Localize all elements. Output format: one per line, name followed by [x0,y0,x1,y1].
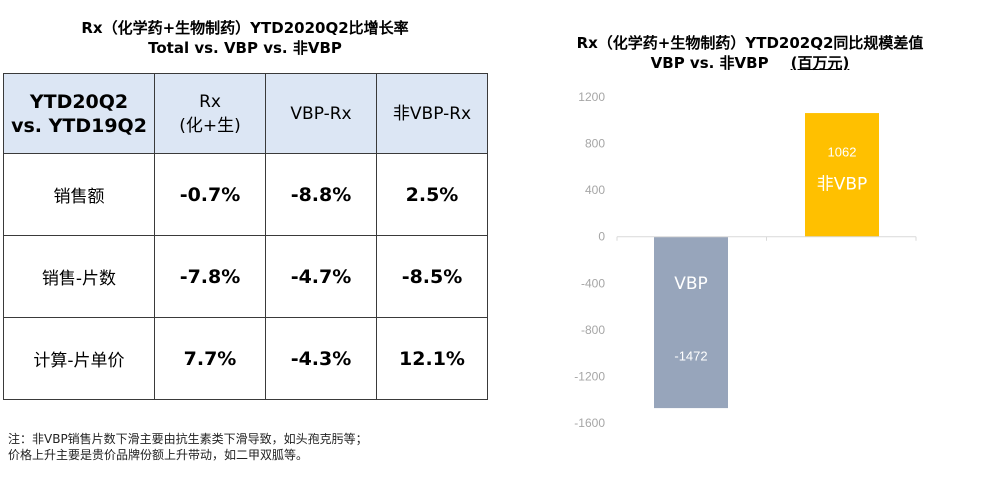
bar-vbp [654,236,728,409]
row-label-sales: 销售额 [3,153,155,236]
row-label-units: 销售-片数 [3,235,155,318]
y-tick-label: 400 [585,183,605,197]
footnote-line2: 价格上升主要是贵价品牌份额上升带动，如二甲双胍等。 [8,448,309,462]
table-row: 销售-片数 -7.8% -4.7% -8.5% [3,235,488,318]
data-label: -1472 [674,349,707,364]
header-vbp-rx: VBP-Rx [265,73,377,154]
category-label: 非VBP [817,175,868,195]
left-title-line1: Rx（化学药+生物制药）YTD2020Q2比增长率 [81,19,409,37]
chart-title-line1: Rx（化学药+生物制药）YTD202Q2同比规模差值 [576,34,924,52]
header-vbp-rx-label: VBP-Rx [290,103,352,124]
header-non-vbp-rx: 非VBP-Rx [376,73,488,154]
data-label: 1062 [828,145,857,160]
chart-title-subtitle: VBP vs. 非VBP [650,54,769,72]
y-tick-label: 800 [585,137,605,151]
header-non-vbp-rx-label: 非VBP-Rx [392,103,472,124]
footnote-line1: 注：非VBP销售片数下滑主要由抗生素类下滑导致，如头孢克肟等； [8,432,368,446]
cell-price-non-vbp: 12.1% [376,317,488,400]
cell-sales-non-vbp: 2.5% [376,153,488,236]
corner-line1: YTD20Q2 [29,90,129,113]
y-tick-label: -800 [581,323,605,337]
corner-line2: vs. YTD19Q2 [11,114,147,137]
y-tick-label: 0 [598,230,605,244]
y-tick-label: -1200 [574,369,605,383]
y-tick-label: -1600 [574,416,605,430]
left-title-line2: Total vs. VBP vs. 非VBP [148,39,342,57]
cell-units-vbp: -4.7% [265,235,377,318]
table-row: 销售额 -0.7% -8.8% 2.5% [3,153,488,236]
growth-table: YTD20Q2 vs. YTD19Q2 Rx (化+生) VBP-Rx 非VBP… [3,73,488,400]
table-header-row: YTD20Q2 vs. YTD19Q2 Rx (化+生) VBP-Rx 非VBP… [3,73,488,154]
footnote: 注：非VBP销售片数下滑主要由抗生素类下滑导致，如头孢克肟等； 价格上升主要是贵… [8,431,488,463]
cell-units-non-vbp: -8.5% [376,235,488,318]
bar-non-vbp [805,113,879,237]
cell-sales-rx: -0.7% [154,153,266,236]
chart-unit-label: (百万元) [790,54,850,72]
table-corner-header: YTD20Q2 vs. YTD19Q2 [3,73,155,154]
row-label-unit-price: 计算-片单价 [3,317,155,400]
left-title: Rx（化学药+生物制药）YTD2020Q2比增长率 Total vs. VBP … [0,18,490,58]
header-rx-line1: Rx [199,91,221,112]
cell-price-rx: 7.7% [154,317,266,400]
cell-units-rx: -7.8% [154,235,266,318]
chart-title: Rx（化学药+生物制药）YTD202Q2同比规模差值 VBP vs. 非VBP (… [540,33,960,73]
chart-title-line2: VBP vs. 非VBP (百万元) [540,53,960,73]
y-tick-label: -400 [581,276,605,290]
header-rx-line2: (化+生) [179,115,241,136]
table-row: 计算-片单价 7.7% -4.3% 12.1% [3,317,488,400]
cell-sales-vbp: -8.8% [265,153,377,236]
y-tick-label: 1200 [578,90,605,104]
category-label: VBP [674,274,708,294]
